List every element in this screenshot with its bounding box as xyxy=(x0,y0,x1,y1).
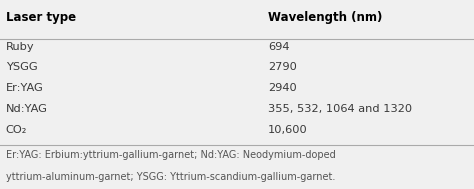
Text: Er:YAG: Er:YAG xyxy=(6,83,44,93)
Text: Er:YAG: Erbium:yttrium-gallium-garnet; Nd:YAG: Neodymium-doped: Er:YAG: Erbium:yttrium-gallium-garnet; N… xyxy=(6,150,336,160)
Text: Nd:YAG: Nd:YAG xyxy=(6,104,47,114)
Text: Laser type: Laser type xyxy=(6,11,76,24)
Text: 694: 694 xyxy=(268,42,289,52)
Text: YSGG: YSGG xyxy=(6,62,37,72)
Text: Ruby: Ruby xyxy=(6,42,34,52)
Text: 10,600: 10,600 xyxy=(268,125,308,135)
Text: yttrium-aluminum-garnet; YSGG: Yttrium-scandium-gallium-garnet.: yttrium-aluminum-garnet; YSGG: Yttrium-s… xyxy=(6,172,335,182)
Text: Wavelength (nm): Wavelength (nm) xyxy=(268,11,382,24)
Text: CO₂: CO₂ xyxy=(6,125,27,135)
Text: 2790: 2790 xyxy=(268,62,297,72)
Text: 355, 532, 1064 and 1320: 355, 532, 1064 and 1320 xyxy=(268,104,412,114)
Text: 2940: 2940 xyxy=(268,83,297,93)
